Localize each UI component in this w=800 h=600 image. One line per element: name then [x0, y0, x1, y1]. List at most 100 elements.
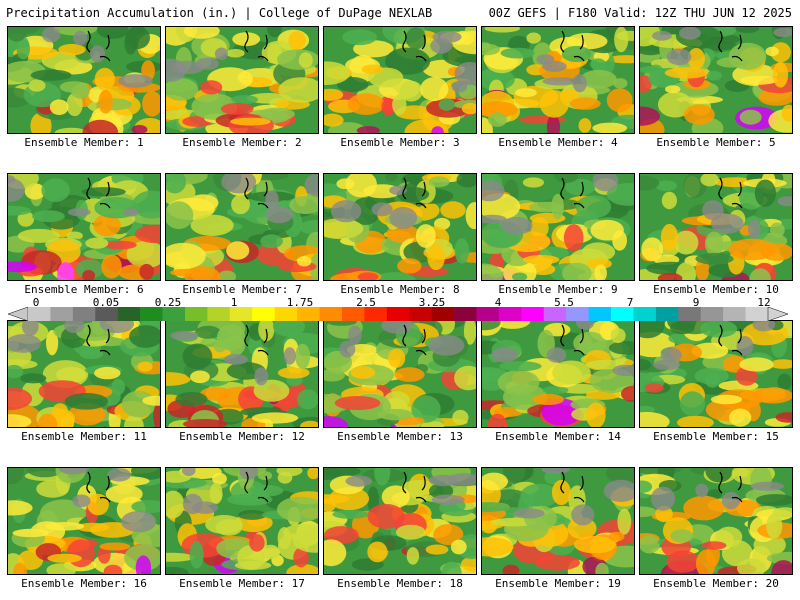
precip-contour — [614, 27, 629, 53]
precip-contour — [190, 214, 234, 236]
precip-contour — [260, 234, 283, 249]
colorbar-swatch — [95, 307, 118, 321]
precip-contour — [739, 357, 774, 372]
precip-contour — [45, 522, 85, 531]
colorbar-swatch — [700, 307, 724, 321]
precip-contour — [347, 93, 385, 115]
precip-contour — [8, 500, 33, 516]
ensemble-member-map — [165, 320, 319, 428]
precip-contour — [132, 190, 160, 219]
precip-contour — [670, 529, 694, 543]
ensemble-member-map — [639, 320, 793, 428]
precip-contour — [104, 240, 137, 250]
precip-map — [482, 27, 634, 133]
precip-contour — [441, 561, 462, 574]
precip-contour — [673, 230, 699, 255]
precip-contour — [324, 539, 347, 567]
dry-area — [454, 62, 476, 86]
colorbar-right-arrow — [767, 307, 788, 321]
precip-contour — [531, 263, 556, 275]
precip-contour — [8, 205, 32, 216]
ensemble-member-label: Ensemble Member: 7 — [182, 283, 302, 296]
precip-contour — [213, 340, 227, 353]
precip-contour — [399, 80, 423, 102]
precip-contour — [574, 536, 616, 554]
dry-area — [428, 474, 458, 487]
precip-contour — [98, 89, 113, 114]
precip-contour — [735, 27, 760, 33]
colorbar-swatch — [521, 307, 545, 321]
dry-area — [67, 208, 91, 217]
precip-contour — [415, 224, 436, 248]
precip-contour — [580, 69, 617, 89]
precip-contour — [465, 202, 476, 230]
precip-contour — [710, 394, 743, 405]
precip-contour — [751, 387, 792, 404]
precip-contour — [433, 524, 464, 545]
precip-contour — [425, 544, 449, 555]
precip-contour — [307, 468, 318, 480]
dry-area — [513, 508, 545, 519]
precip-contour — [297, 256, 312, 267]
colorbar-swatch — [723, 307, 746, 321]
precip-contour — [259, 107, 295, 121]
precip-contour — [544, 470, 562, 485]
ensemble-member-label: Ensemble Member: 4 — [498, 136, 618, 149]
precip-contour — [153, 402, 160, 427]
precip-contour — [20, 373, 47, 384]
colorbar-swatch — [162, 307, 186, 321]
colorbar-tick: 2.5 — [356, 296, 376, 309]
precip-contour — [129, 325, 160, 348]
dry-area — [265, 206, 293, 224]
dry-area — [750, 481, 784, 491]
precip-contour — [357, 272, 379, 280]
ensemble-member-label: Ensemble Member: 8 — [340, 283, 460, 296]
precip-map — [166, 174, 318, 280]
colorbar-swatch — [72, 307, 96, 321]
precip-contour — [503, 468, 526, 484]
precip-contour — [561, 45, 592, 63]
precip-contour — [266, 27, 283, 38]
precip-contour — [657, 272, 683, 280]
precip-contour — [32, 210, 65, 223]
ensemble-member-map — [7, 320, 161, 428]
precip-contour — [66, 539, 95, 568]
precip-contour — [195, 325, 221, 339]
precip-contour — [737, 558, 766, 574]
colorbar-swatch — [341, 307, 365, 321]
precip-contour — [771, 560, 792, 574]
precip-contour — [12, 528, 49, 538]
colorbar-tick: 0 — [32, 296, 40, 309]
ensemble-member-label: Ensemble Member: 16 — [21, 577, 147, 590]
dry-area — [777, 196, 792, 207]
precip-contour — [729, 408, 752, 427]
dry-area — [571, 504, 595, 526]
colorbar-swatch — [745, 307, 769, 321]
dry-area — [542, 60, 567, 72]
precip-contour — [230, 117, 271, 126]
precip-contour — [30, 69, 72, 81]
precip-contour — [261, 544, 280, 560]
precip-contour — [766, 513, 783, 539]
precip-contour — [657, 91, 693, 118]
precip-contour — [64, 393, 109, 410]
precip-contour — [324, 113, 344, 127]
dry-area — [339, 340, 356, 358]
precip-contour — [105, 484, 143, 504]
precip-contour — [182, 419, 228, 427]
precip-contour — [26, 468, 63, 478]
lake-outline — [718, 471, 743, 503]
dry-area — [41, 27, 61, 43]
precip-contour — [8, 261, 38, 273]
precip-contour — [8, 27, 27, 42]
ensemble-member-map — [323, 320, 477, 428]
precip-contour — [397, 258, 422, 274]
dry-area — [381, 321, 414, 334]
precip-map — [166, 321, 318, 427]
precip-contour — [482, 502, 510, 512]
lake-outline — [402, 324, 427, 356]
ensemble-member-map — [639, 26, 793, 134]
precip-contour — [454, 238, 470, 264]
ensemble-member-map — [7, 173, 161, 281]
precip-contour — [46, 563, 76, 574]
